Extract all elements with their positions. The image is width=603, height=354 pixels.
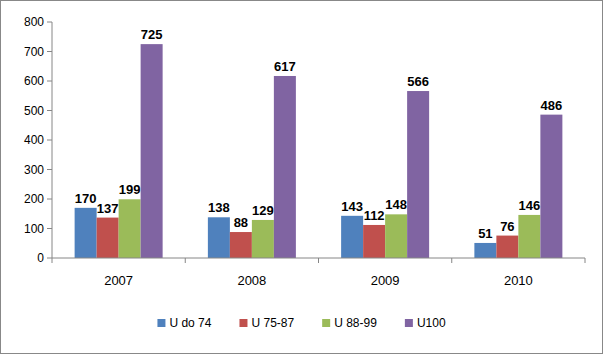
legend-label: U 88-99: [334, 316, 377, 330]
data-label: 725: [141, 27, 163, 42]
legend-item: U do 74: [157, 316, 211, 330]
legend-swatch: [405, 319, 413, 327]
data-label: 486: [541, 98, 563, 113]
data-label: 143: [341, 199, 363, 214]
bar: [230, 232, 252, 258]
bars: [75, 44, 563, 258]
bar: [496, 236, 518, 258]
y-tick-label: 0: [37, 251, 44, 265]
data-label: 137: [97, 201, 119, 216]
data-label: 146: [519, 198, 541, 213]
data-label: 566: [407, 74, 429, 89]
legend-item: U100: [405, 316, 446, 330]
legend-swatch: [239, 319, 247, 327]
bar: [474, 243, 496, 258]
bar: [341, 216, 363, 258]
y-axis: [52, 22, 53, 258]
legend: U do 74 U 75-87 U 88-99 U100: [157, 316, 445, 330]
y-tick: [47, 169, 52, 170]
legend-swatch: [157, 319, 165, 327]
x-tick: [52, 258, 53, 263]
x-tick-label: 2009: [371, 273, 400, 288]
data-label: 88: [234, 215, 248, 230]
bar: [119, 199, 141, 258]
data-label: 129: [252, 203, 274, 218]
bar: [252, 220, 274, 258]
bar: [208, 217, 230, 258]
data-label: 617: [274, 59, 296, 74]
bar: [141, 44, 163, 258]
data-labels: 170 138 143 51 137 88 112 76 199 129 148 146 725 617 5…: [75, 27, 562, 241]
y-tick-label: 700: [24, 45, 44, 59]
y-tick-label: 600: [24, 74, 44, 88]
x-tick: [451, 258, 452, 263]
y-tick: [47, 81, 52, 82]
bar: [75, 208, 97, 258]
legend-label: U 75-87: [251, 316, 294, 330]
x-tick-label: 2007: [104, 273, 133, 288]
y-tick: [47, 140, 52, 141]
data-label: 138: [208, 200, 230, 215]
x-tick: [318, 258, 319, 263]
bar: [540, 115, 562, 258]
y-tick: [47, 228, 52, 229]
y-tick-label: 400: [24, 133, 44, 147]
chart-border: [1, 1, 603, 354]
data-label: 112: [364, 208, 385, 223]
bar: [97, 218, 119, 258]
y-tick-label: 500: [24, 104, 44, 118]
data-label: 148: [385, 197, 407, 212]
legend-label: U do 74: [169, 316, 211, 330]
legend-item: U 88-99: [322, 316, 377, 330]
x-tick: [185, 258, 186, 263]
y-tick-label: 800: [24, 15, 44, 29]
legend-label: U100: [417, 316, 446, 330]
y-tick-label: 100: [24, 222, 44, 236]
data-label: 51: [478, 226, 492, 241]
y-tick-label: 200: [24, 192, 44, 206]
bar: [385, 214, 407, 258]
data-label: 199: [119, 182, 141, 197]
y-tick: [47, 110, 52, 111]
y-tick-label: 300: [24, 163, 44, 177]
legend-swatch: [322, 319, 330, 327]
chart: 0 100 200 300 400 500 600 700 800 170 138 143 51 137 8…: [0, 0, 603, 354]
y-tick: [47, 199, 52, 200]
bar: [518, 215, 540, 258]
bar: [274, 76, 296, 258]
y-tick: [47, 51, 52, 52]
bar: [407, 91, 429, 258]
x-tick-label: 2010: [504, 273, 533, 288]
x-tick-label: 2008: [237, 273, 266, 288]
x-tick: [585, 258, 586, 263]
bar: [363, 225, 385, 258]
y-tick: [47, 22, 52, 23]
data-label: 76: [500, 219, 514, 234]
legend-item: U 75-87: [239, 316, 294, 330]
data-label: 170: [75, 191, 97, 206]
y-tick: [47, 258, 52, 259]
